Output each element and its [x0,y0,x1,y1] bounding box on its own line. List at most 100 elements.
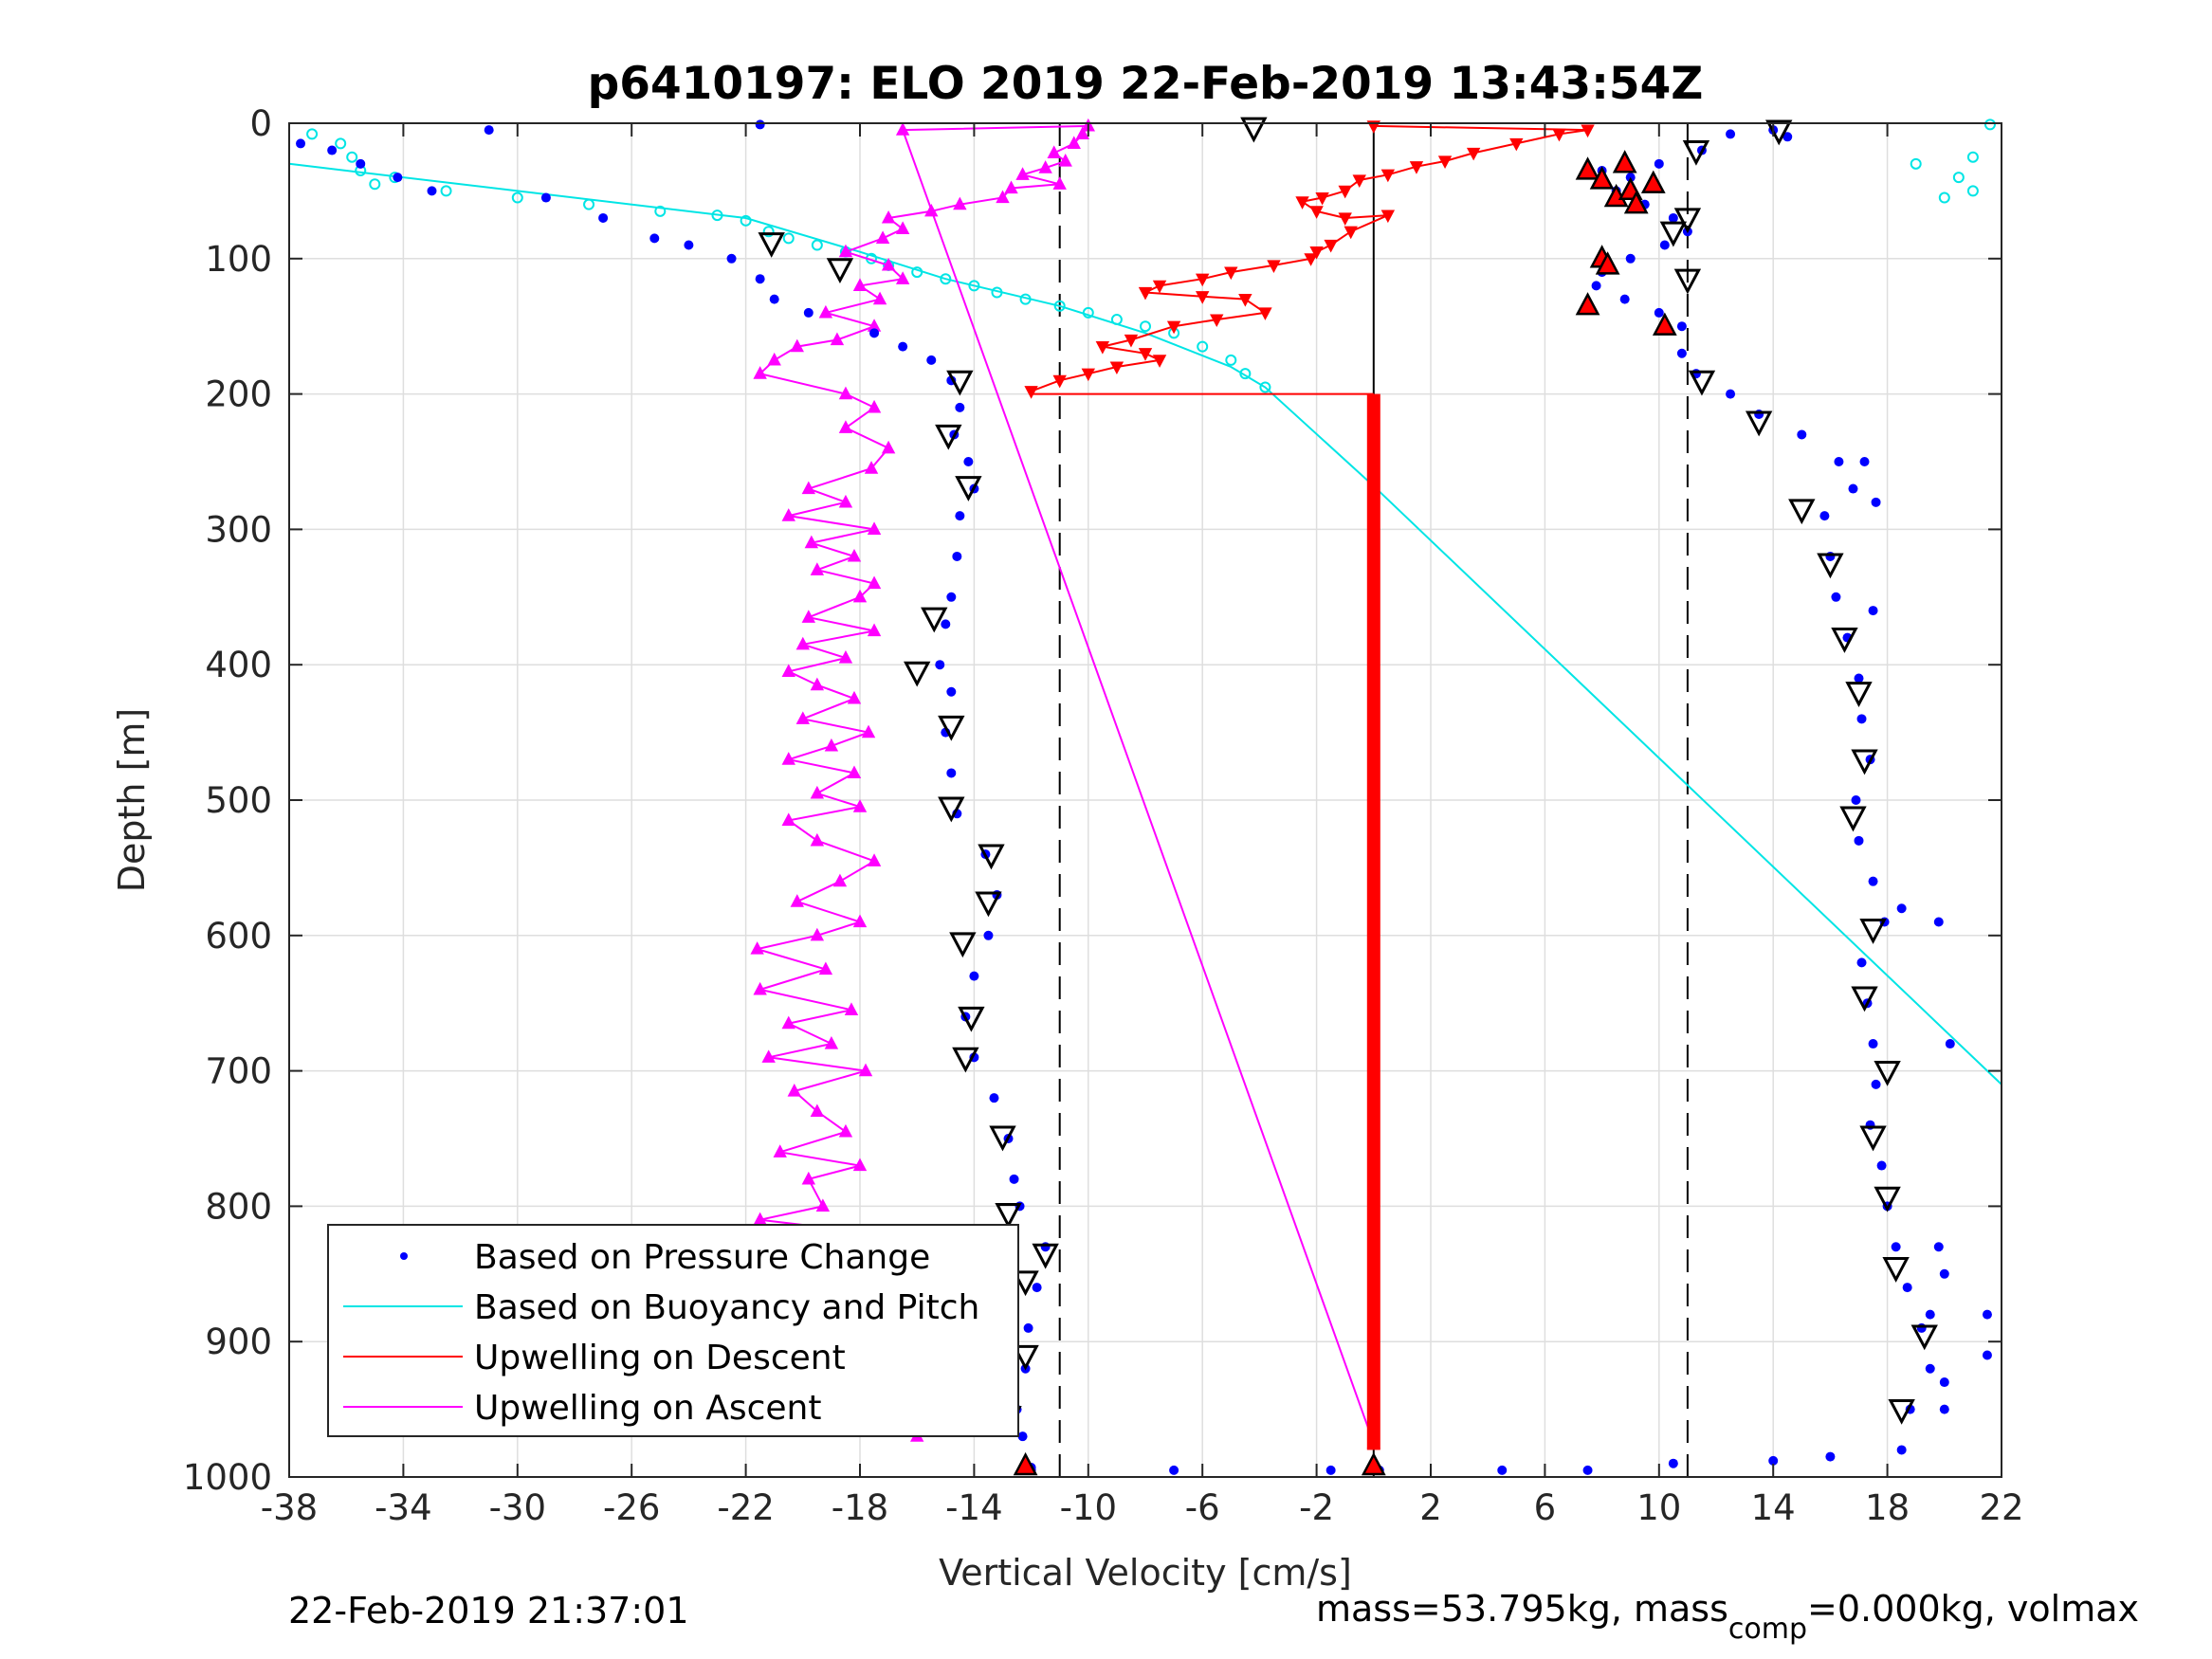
ascent-point [1075,126,1089,140]
pressure-point [1871,1079,1881,1089]
marker-open-triangle [1888,1399,1915,1425]
buoyancy-point [1140,320,1151,333]
ascent-point [881,257,896,271]
marker-open-triangle [1859,919,1887,944]
buoyancy-point [782,232,795,245]
ascent-point [844,1002,859,1015]
marker-filled-triangle [1361,1451,1386,1476]
marker-open-triangle [1874,1186,1901,1212]
ascent-point [838,420,853,433]
buoyancy-point [369,178,381,191]
ascent-point [1058,153,1072,167]
ascent-point [895,122,910,136]
ascent-point [753,366,767,379]
pressure-point [946,592,957,602]
descent-point [1024,386,1038,399]
footer-mass-subscript: comp [1728,1613,1807,1646]
descent-point [1166,320,1181,335]
ascent-point [1015,167,1030,180]
buoyancy-point [1966,185,1979,197]
ascent-point [810,677,825,691]
pressure-point [1582,1465,1593,1475]
pressure-point [989,1093,999,1103]
pressure-point [1916,1322,1927,1333]
ascent-point [953,196,967,210]
ascent-point [1047,145,1061,159]
marker-open-triangle [1673,208,1702,234]
ascent-point [867,521,882,535]
descent-point [1210,314,1224,328]
ascent-point [787,1084,801,1097]
buoyancy-point [335,137,347,150]
x-tick-label: 2 [1419,1487,1442,1528]
y-tick-label: 600 [205,916,272,957]
descent-point [1338,185,1352,199]
marker-open-triangle [946,370,974,396]
x-tick-label: -6 [1185,1487,1220,1528]
pressure-point [1868,606,1878,616]
ascent-point [852,914,868,928]
marker-open-triangle [975,891,1002,918]
pressure-point [755,274,765,284]
pressure-point [327,145,338,155]
pressure-point [1654,307,1664,318]
y-tick-label: 900 [205,1322,272,1362]
ascent-point [858,1063,873,1077]
buoyancy-point [440,185,452,197]
marker-open-triangle [978,844,1005,870]
ascent-point [847,690,862,704]
pressure-point [969,971,979,981]
pressure-point [1676,321,1687,332]
pressure-point [1876,1160,1887,1171]
buoyancy-point [1952,172,1965,184]
pressure-point [1726,389,1736,399]
x-tick-label: 14 [1751,1487,1796,1528]
ascent-point [781,664,795,677]
descent-point [1081,368,1095,382]
ascent-point [838,244,853,258]
buoyancy-point [306,128,319,140]
pressure-point [955,511,965,521]
legend-entry-descent: Upwelling on Descent [474,1339,846,1377]
pressure-point [1982,1309,1992,1320]
ascent-point [810,1103,825,1118]
pressure-point [1933,1242,1944,1252]
marker-open-triangle [1682,139,1710,166]
buoyancy-point [1239,368,1252,380]
y-tick-label: 1000 [183,1457,272,1498]
marker-open-triangle [826,258,854,284]
buoyancy-point [940,273,952,285]
buoyancy-point [762,226,775,238]
descent-point [1581,124,1595,138]
pressure-point [803,307,814,318]
ascent-point [781,812,795,827]
pressure-point [296,138,306,149]
ascent-point [881,440,896,454]
ascent-point [867,575,882,590]
ascent-point [781,752,795,765]
descent-point [1267,260,1281,273]
descent-point [1196,273,1210,287]
x-tick-label: -34 [375,1487,431,1528]
pressure-point [1819,511,1830,521]
pressure-point [755,119,765,130]
ascent-point [867,399,882,413]
marker-open-triangle [1845,682,1873,707]
ascent-point [847,548,862,562]
marker-open-triangle [949,932,977,958]
x-tick-label: 10 [1636,1487,1681,1528]
footer-mass-prefix: mass=53.795kg, mass [1316,1588,1728,1630]
pressure-point [1040,1242,1051,1252]
buoyancy-point [1983,118,1996,131]
descent-point [1324,239,1338,253]
pressure-point [1032,1283,1042,1293]
buoyancy-point [711,210,723,222]
marker-open-triangle [1839,806,1867,832]
descent-point [1380,210,1396,224]
legend-entry-pressure: Based on Pressure Change [474,1238,930,1277]
marker-open-triangle [1817,553,1844,579]
buoyancy-point [1910,157,1922,170]
ascent-point [761,1049,776,1063]
ascent-point [810,562,825,575]
ascent-point [750,941,764,955]
